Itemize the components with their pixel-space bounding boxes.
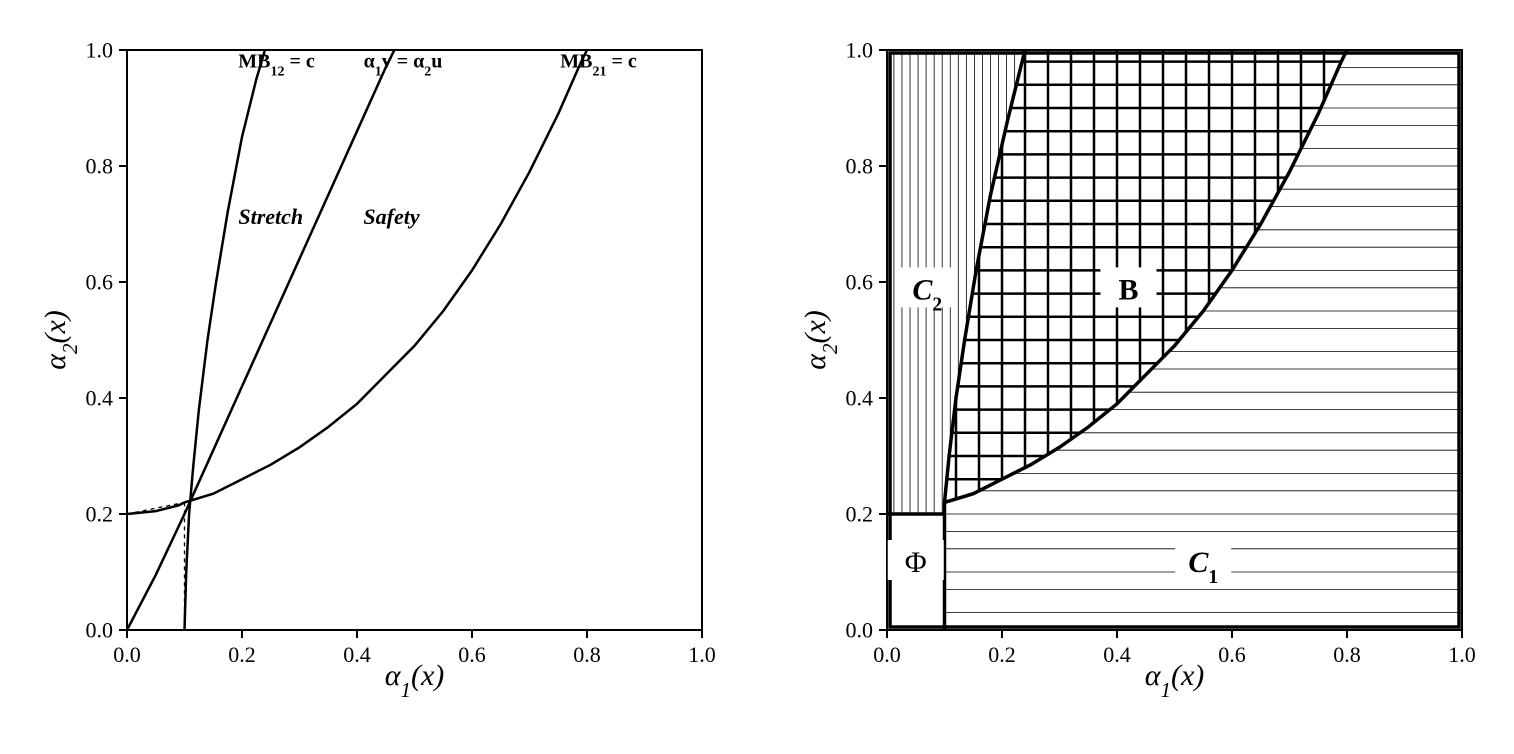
- xtick-label: 0.4: [1103, 642, 1131, 667]
- ytick-label: 0.4: [86, 385, 114, 410]
- ytick-label: 0.4: [846, 385, 874, 410]
- xtick-label: 0.0: [113, 642, 141, 667]
- panel-b-chart: 0.00.20.40.60.81.00.00.20.40.60.81.0α1(x…: [787, 25, 1487, 730]
- ytick-label: 0.2: [86, 501, 114, 526]
- ytick-label: 0.8: [846, 153, 874, 178]
- panels-container: 0.00.20.40.60.81.00.00.20.40.60.81.0α1(x…: [27, 25, 1487, 730]
- ytick-label: 0.0: [86, 617, 114, 642]
- ytick-label: 0.6: [846, 269, 874, 294]
- Phi-region-label: Φ: [905, 546, 927, 579]
- panel-a-svg: 0.00.20.40.60.81.00.00.20.40.60.81.0α1(x…: [27, 25, 727, 725]
- ytick-label: 1.0: [86, 37, 114, 62]
- panel-a-chart: 0.00.20.40.60.81.00.00.20.40.60.81.0α1(x…: [27, 25, 727, 730]
- xtick-label: 0.2: [988, 642, 1016, 667]
- B-region-label: B: [1118, 273, 1138, 306]
- xtick-label: 1.0: [688, 642, 716, 667]
- stretch-region-label: Stretch: [238, 204, 303, 229]
- ytick-label: 0.8: [86, 153, 114, 178]
- xtick-label: 0.6: [458, 642, 486, 667]
- xtick-label: 0.0: [873, 642, 901, 667]
- xtick-label: 0.2: [228, 642, 256, 667]
- xtick-label: 0.4: [343, 642, 371, 667]
- xtick-label: 0.6: [1218, 642, 1246, 667]
- xtick-label: 0.8: [573, 642, 601, 667]
- panel-b-svg: 0.00.20.40.60.81.00.00.20.40.60.81.0α1(x…: [787, 25, 1487, 725]
- ytick-label: 0.6: [86, 269, 114, 294]
- ytick-label: 0.2: [846, 501, 874, 526]
- xtick-label: 1.0: [1448, 642, 1476, 667]
- ytick-label: 0.0: [846, 617, 874, 642]
- xtick-label: 0.8: [1333, 642, 1361, 667]
- ytick-label: 1.0: [846, 37, 874, 62]
- safety-region-label: Safety: [363, 204, 419, 229]
